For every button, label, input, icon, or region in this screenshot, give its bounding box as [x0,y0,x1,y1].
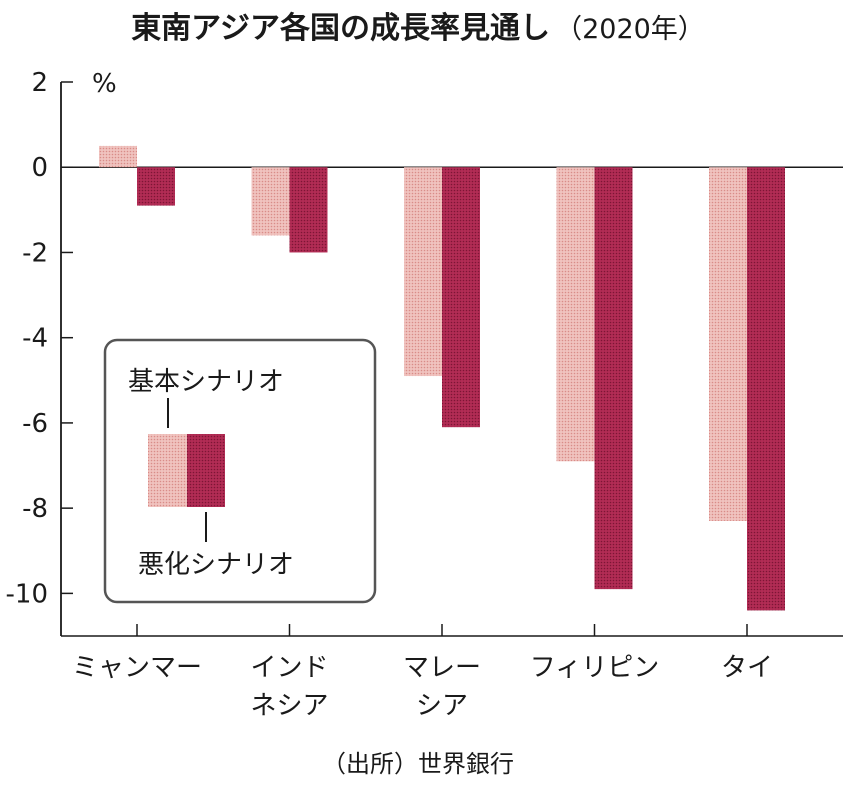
y-tick-label: -6 [22,409,48,439]
x-category-label: フィリピン [530,653,659,683]
chart-title: 東南アジア各国の成長率見通し [131,11,550,46]
x-category-label: タイ [721,653,773,683]
y-tick-label: -2 [22,238,48,268]
y-axis: 2 0 -2 -4 -6 -8 -10 [6,68,843,637]
bar-worse [442,167,480,428]
chart-title-group: 東南アジア各国の成長率見通し （2020年） [131,11,705,46]
y-tick-label: -4 [22,324,48,354]
bar-base [556,167,595,462]
bars-group [99,145,785,611]
bar-worse [594,167,633,590]
bar-base [251,167,290,236]
bar-base [404,167,442,377]
bar-base [709,167,747,521]
legend: 基本シナリオ 悪化シナリオ [103,338,377,604]
x-axis-labels: ミャンマー インドネシア マレーシア フィリピン タイ [72,624,773,721]
x-category-label: マレーシア [403,653,481,721]
legend-swatch-base [148,434,187,507]
x-category-label: ミャンマー [72,653,202,683]
y-tick-label: -10 [6,579,48,609]
y-tick-label: 0 [31,153,48,183]
bar-base [99,145,137,168]
bar-worse [289,167,328,253]
legend-box [103,338,377,604]
chart-subtitle: （2020年） [555,14,705,45]
legend-label-worse: 悪化シナリオ [138,550,294,580]
bar-worse [747,167,785,611]
x-category-label: インドネシア [250,653,328,721]
bar-worse [137,167,175,206]
source-note: （出所）世界銀行 [322,750,514,778]
y-axis-unit: % [92,69,117,99]
y-tick-label: 2 [31,68,48,98]
y-tick-label: -8 [22,494,48,524]
legend-swatch-worse [187,434,225,507]
legend-label-base: 基本シナリオ [128,367,284,397]
